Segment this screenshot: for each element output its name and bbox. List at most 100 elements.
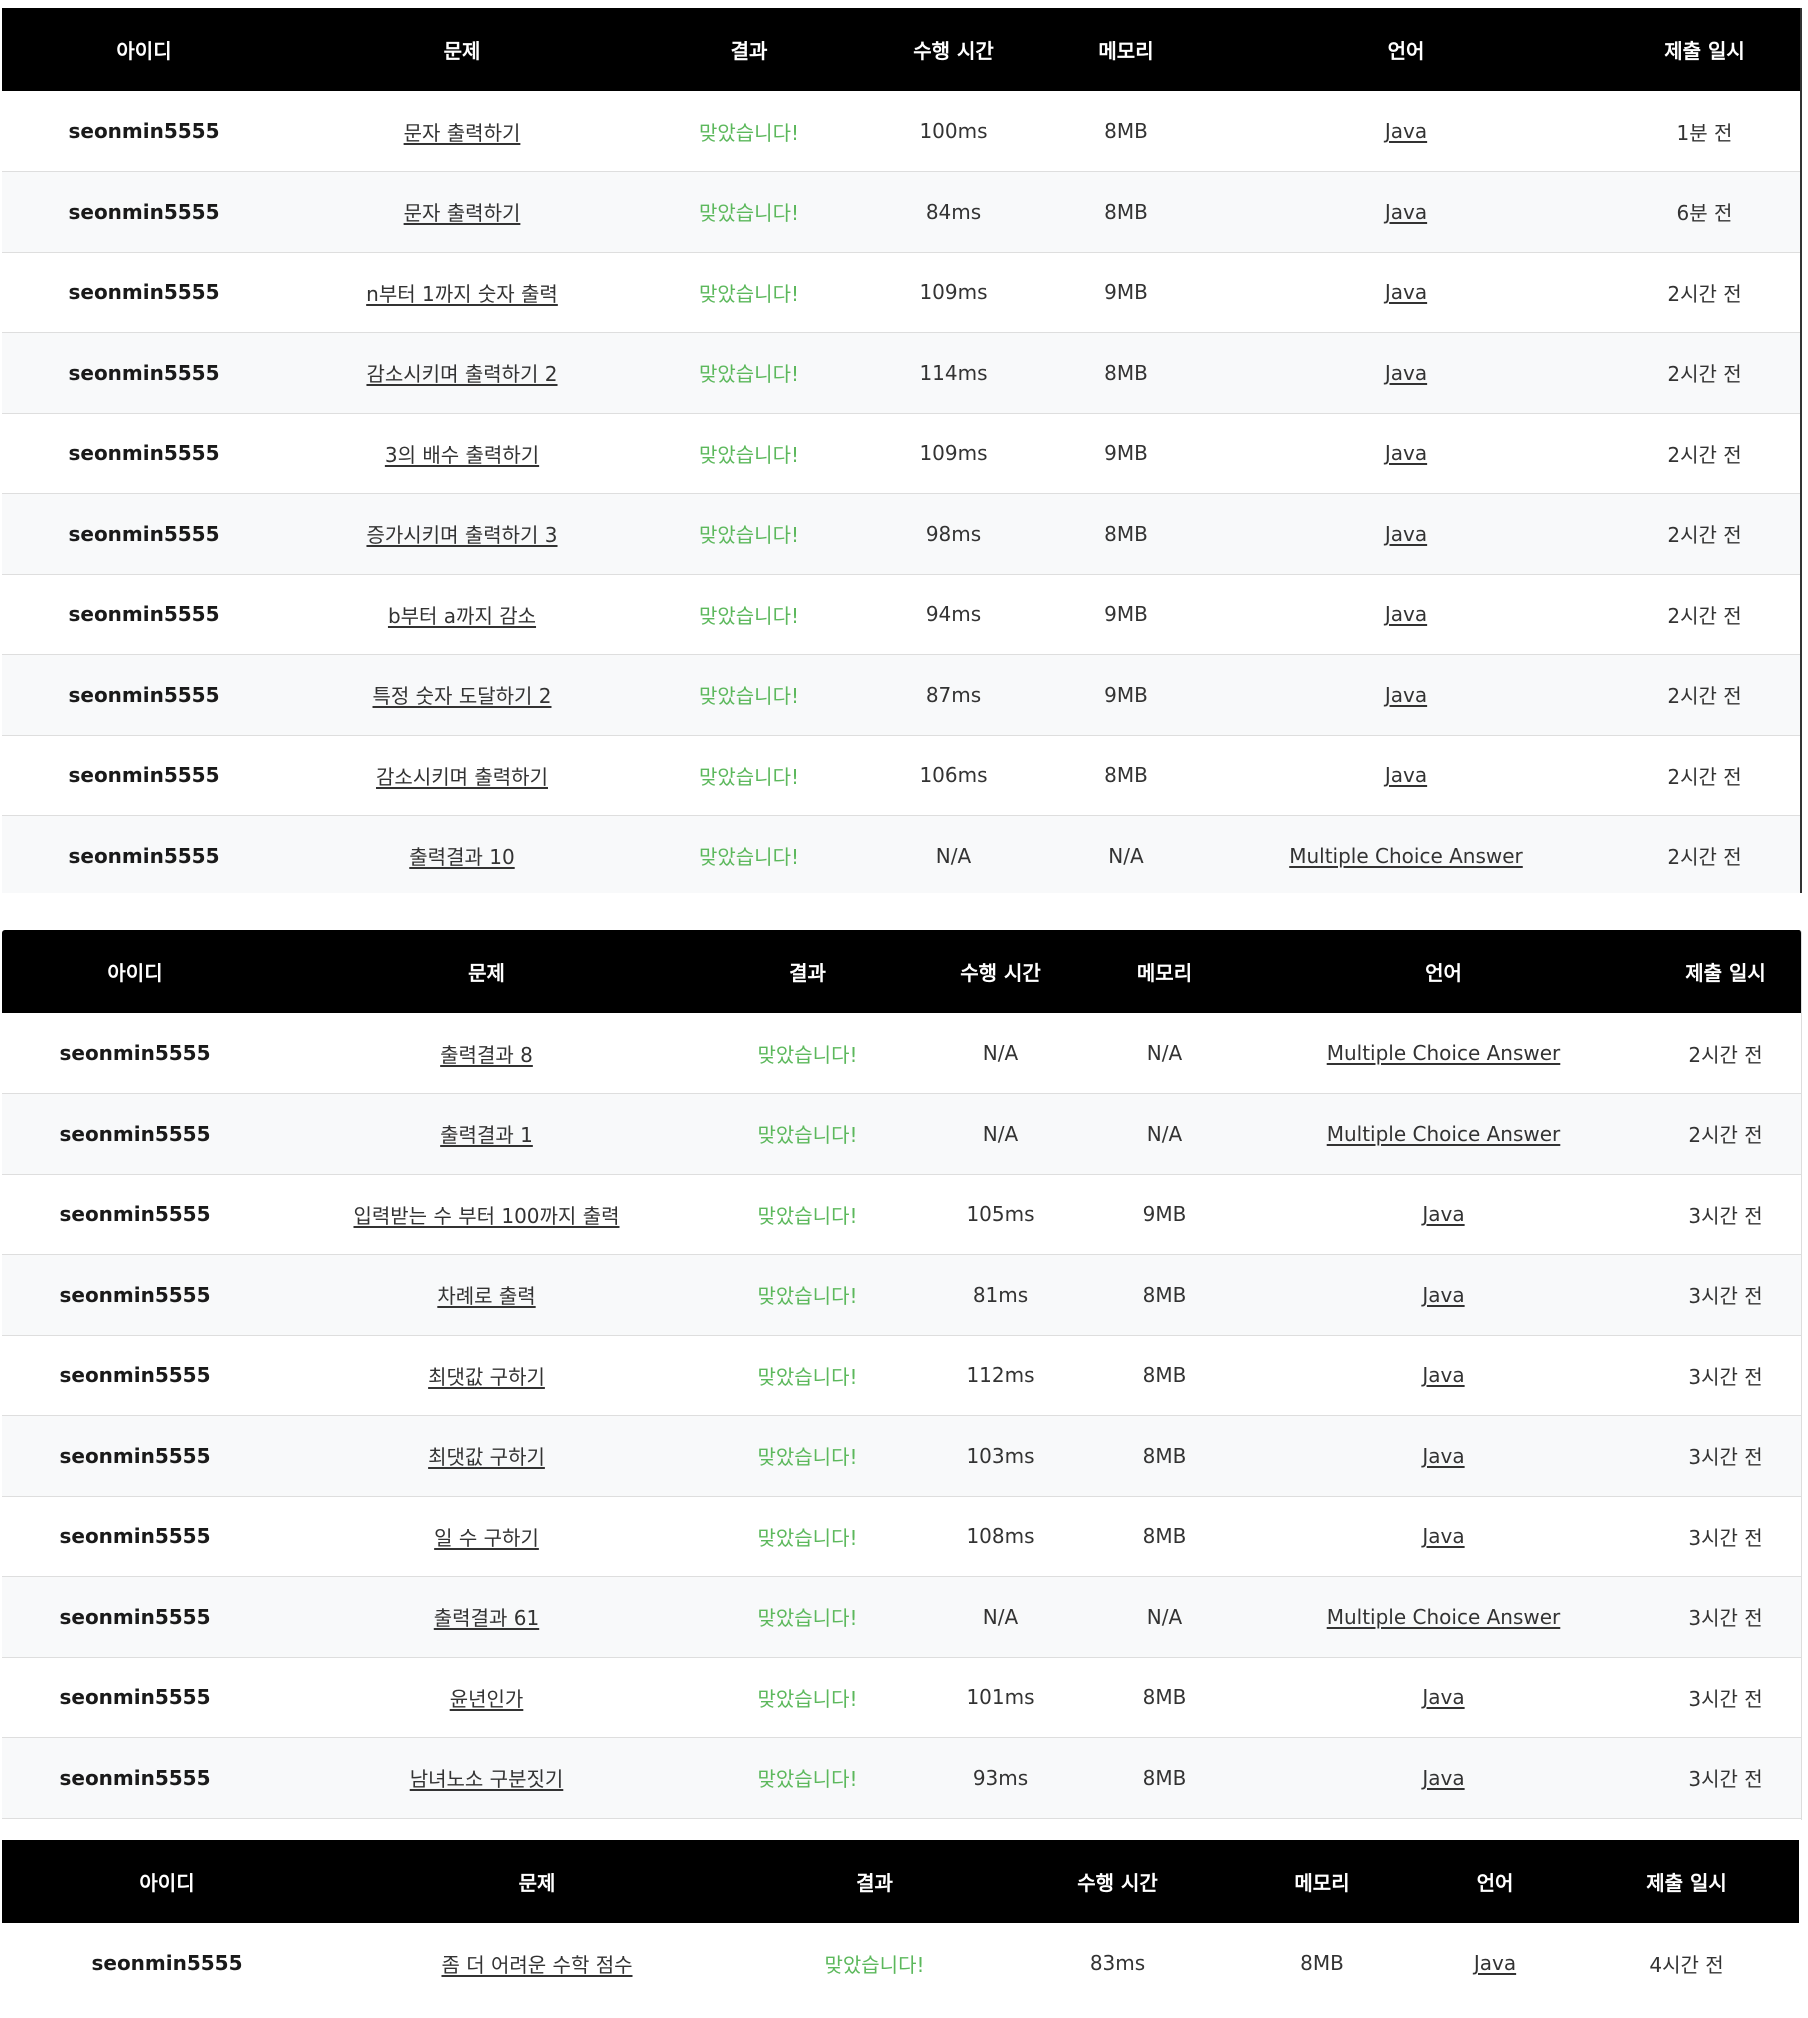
language-cell: Multiple Choice Answer [1205, 816, 1607, 894]
submitted-cell: 2시간 전 [1667, 281, 1742, 306]
language-link[interactable]: Java [1422, 1282, 1465, 1307]
problem-link[interactable]: 문자 출력하기 [403, 120, 521, 145]
memory-cell: 8MB [1104, 360, 1148, 385]
time-cell: 106ms [919, 763, 988, 788]
user-id-cell: seonmin5555 [68, 119, 220, 143]
table-row: seonmin5555 좀 더 어려운 수학 점수 맞았습니다! 83ms 8MB Jav… [2, 1923, 1799, 2004]
user-id-cell: seonmin5555 [68, 763, 220, 788]
problem-cell: 최댓값 구하기 [268, 1416, 705, 1497]
language-link[interactable]: Java [1384, 602, 1428, 627]
language-link[interactable]: Java [1384, 280, 1428, 305]
problem-link[interactable]: 출력결과 61 [433, 1606, 540, 1631]
problem-link[interactable]: b부터 a까지 감소 [387, 603, 537, 628]
user-id-cell: seonmin5555 [68, 602, 220, 627]
problem-link[interactable]: 최댓값 구하기 [428, 1364, 545, 1389]
language-link[interactable]: Multiple Choice Answer [1289, 843, 1523, 868]
time-cell: 81ms [972, 1282, 1029, 1307]
language-link[interactable]: Multiple Choice Answer [1326, 1121, 1561, 1146]
memory-cell: 8MB [1104, 199, 1148, 224]
problem-link[interactable]: 증가시키며 출력하기 3 [366, 523, 558, 548]
header-time: 수행 시간 [1077, 1871, 1158, 1895]
language-link[interactable]: Java [1384, 119, 1428, 143]
table-body: seonmin5555 출력결과 8 맞았습니다! N/A N/A Multiple Ch… [2, 1013, 1801, 1819]
language-link[interactable]: Java [1422, 1685, 1465, 1710]
language-cell: Java [1238, 1657, 1649, 1738]
header-time: 수행 시간 [913, 39, 994, 63]
result-status: 맞았습니다! [757, 1445, 858, 1470]
language-link[interactable]: Multiple Choice Answer [1326, 1604, 1561, 1629]
table-row: seonmin5555 최댓값 구하기 맞았습니다! 103ms 8MB Java 3시간 … [2, 1415, 1801, 1497]
language-link[interactable]: Java [1384, 521, 1428, 546]
language-link[interactable]: Java [1422, 1443, 1465, 1468]
submissions-table: 아이디 문제 결과 수행 시간 메모리 언어 제출 일시 seonmin5555 좀 더 어려… [2, 1840, 1799, 2004]
result-status: 맞았습니다! [698, 523, 800, 548]
result-status: 맞았습니다! [698, 281, 800, 306]
problem-cell: 출력결과 1 [268, 1094, 705, 1175]
problem-link[interactable]: 일 수 구하기 [434, 1525, 539, 1550]
submissions-table: 아이디 문제 결과 수행 시간 메모리 언어 제출 일시 seonmin5555 문자 출력하… [2, 8, 1800, 894]
time-cell: N/A [982, 1041, 1019, 1065]
problem-cell: 입력받는 수 부터 100까지 출력 [268, 1174, 705, 1255]
language-cell: Java [1205, 172, 1607, 253]
language-link[interactable]: Java [1422, 1765, 1465, 1790]
problem-link[interactable]: 특정 숫자 도달하기 2 [372, 684, 552, 709]
problem-link[interactable]: 3의 배수 출력하기 [384, 442, 540, 467]
table-row: seonmin5555 차례로 출력 맞았습니다! 81ms 8MB Java 3시간 전 [2, 1254, 1801, 1335]
problem-cell: 출력결과 61 [268, 1577, 705, 1658]
time-cell: 108ms [966, 1524, 1035, 1549]
header-result: 결과 [789, 961, 826, 985]
problem-link[interactable]: 감소시키며 출력하기 [376, 764, 548, 789]
submitted-cell: 6분 전 [1676, 201, 1733, 226]
user-id-cell: seonmin5555 [59, 1604, 211, 1629]
time-cell: 84ms [925, 199, 982, 224]
problem-cell: b부터 a까지 감소 [286, 574, 638, 655]
language-link[interactable]: Java [1384, 441, 1428, 466]
table-row: seonmin5555 출력결과 10 맞았습니다! N/A N/A Multiple C… [2, 815, 1800, 894]
memory-cell: 8MB [1142, 1765, 1187, 1790]
table-row: seonmin5555 일 수 구하기 맞았습니다! 108ms 8MB Java 3시간 … [2, 1496, 1801, 1577]
time-cell: 93ms [972, 1765, 1029, 1790]
problem-link[interactable]: 출력결과 10 [409, 845, 515, 870]
problem-link[interactable]: 최댓값 구하기 [428, 1445, 545, 1470]
problem-cell: 출력결과 10 [286, 816, 638, 894]
problem-link[interactable]: 차례로 출력 [437, 1284, 536, 1309]
user-id-cell: seonmin5555 [91, 1951, 243, 1976]
problem-link[interactable]: 좀 더 어려운 수학 점수 [441, 1952, 633, 1977]
language-cell: Java [1416, 1923, 1574, 2004]
language-link[interactable]: Multiple Choice Answer [1326, 1041, 1561, 1065]
result-status: 맞았습니다! [698, 120, 800, 145]
table-row: seonmin5555 문자 출력하기 맞았습니다! 84ms 8MB Java 6분 전 [2, 171, 1800, 253]
user-id-cell: seonmin5555 [68, 280, 220, 305]
language-link[interactable]: Java [1384, 682, 1428, 707]
user-id-cell: seonmin5555 [59, 1765, 211, 1790]
header-problem: 문제 [518, 1871, 556, 1895]
memory-cell: 9MB [1104, 682, 1148, 707]
submitted-cell: 3시간 전 [1688, 1525, 1763, 1550]
problem-link[interactable]: 감소시키며 출력하기 2 [366, 362, 558, 387]
problem-cell: 남녀노소 구분짓기 [268, 1738, 705, 1819]
problem-link[interactable]: 출력결과 1 [440, 1123, 533, 1148]
result-status: 맞았습니다! [698, 442, 800, 467]
submitted-cell: 3시간 전 [1688, 1284, 1763, 1309]
problem-link[interactable]: 입력받는 수 부터 100까지 출력 [353, 1203, 620, 1228]
language-link[interactable]: Java [1422, 1202, 1465, 1227]
language-link[interactable]: Java [1384, 763, 1428, 788]
problem-link[interactable]: n부터 1까지 숫자 출력 [366, 281, 558, 306]
header-submitted: 제출 일시 [1664, 39, 1745, 63]
problem-link[interactable]: 윤년인가 [449, 1686, 524, 1711]
language-link[interactable]: Java [1384, 360, 1428, 385]
table-row: seonmin5555 출력결과 8 맞았습니다! N/A N/A Multiple Ch… [2, 1013, 1801, 1094]
language-cell: Java [1205, 333, 1607, 414]
memory-cell: 8MB [1300, 1951, 1344, 1976]
problem-link[interactable]: 출력결과 8 [440, 1042, 533, 1067]
language-cell: Java [1205, 91, 1607, 172]
language-link[interactable]: Java [1473, 1951, 1517, 1976]
language-link[interactable]: Java [1422, 1363, 1465, 1388]
problem-cell: 증가시키며 출력하기 3 [286, 494, 638, 575]
language-cell: Java [1238, 1738, 1649, 1819]
table-header-row: 아이디 문제 결과 수행 시간 메모리 언어 제출 일시 [2, 1840, 1799, 1923]
language-link[interactable]: Java [1384, 199, 1428, 224]
problem-link[interactable]: 남녀노소 구분짓기 [409, 1767, 564, 1792]
language-link[interactable]: Java [1422, 1524, 1465, 1549]
problem-link[interactable]: 문자 출력하기 [403, 201, 521, 226]
